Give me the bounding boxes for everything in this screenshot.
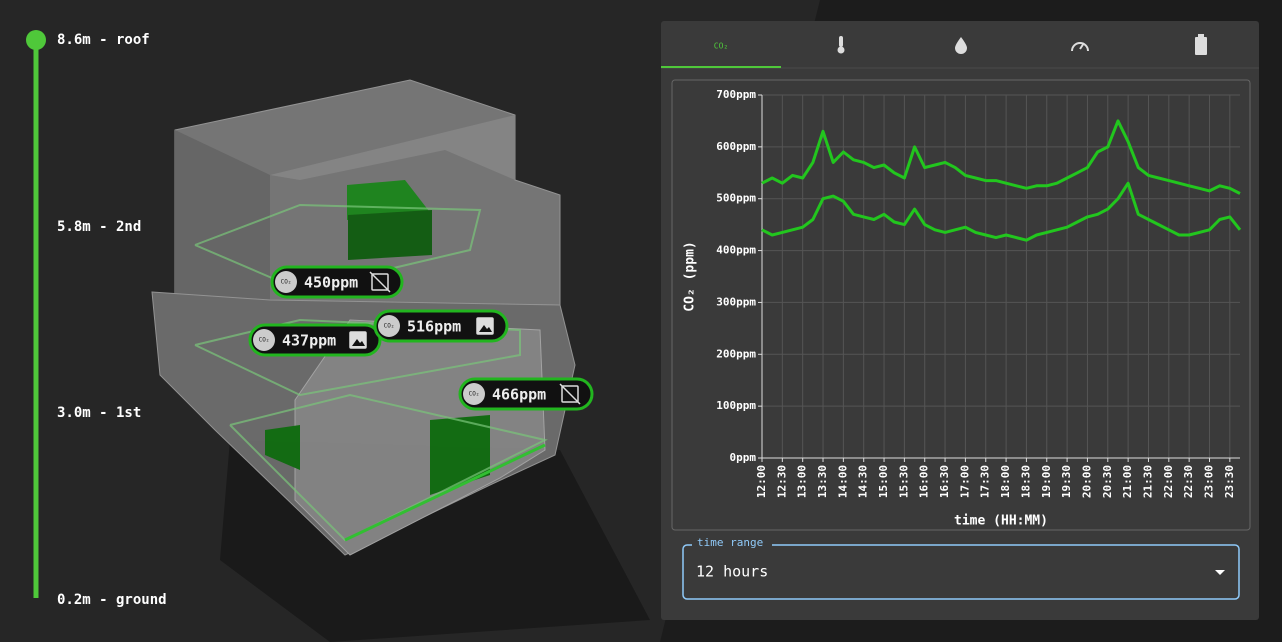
x-tick-label: 20:00 [1080,465,1093,498]
x-tick-label: 15:00 [877,465,890,498]
x-axis-label: time (HH:MM) [954,514,1048,529]
image-icon-cross [369,271,391,293]
image-icon [371,273,389,291]
y-tick-label: 100ppm [716,399,756,412]
green-panel [347,180,432,220]
image-icon-mountain [479,325,492,332]
pill-icon-text: CO₂ [281,279,292,286]
sensor-pill[interactable]: CO₂ 450ppm [270,265,404,299]
pill-body [270,265,404,299]
x-tick-label: 21:00 [1121,465,1134,498]
pill-body [373,309,509,343]
x-tick-label: 22:30 [1182,465,1195,498]
floor-outline [229,393,548,542]
x-tick-label: 12:30 [775,465,788,498]
x-tick-label: 18:00 [999,465,1012,498]
level-label[interactable]: 0.2m - ground [57,592,167,608]
pill-icon [463,383,485,405]
x-tick-label: 14:30 [857,465,870,498]
sensor-pills: CO₂ 450ppm CO₂ 437ppm CO₂ 516ppm CO₂ 466ppm [248,265,594,411]
x-tick-label: 17:00 [958,465,971,498]
x-tick-label: 13:30 [816,465,829,498]
x-tick-label: 22:00 [1162,465,1175,498]
pill-icon-text: CO₂ [384,323,395,330]
series-line [761,119,1241,195]
green-panel [348,210,432,260]
pill-body [458,377,594,411]
time-range-legend: time range [697,536,763,549]
level-label[interactable]: 3.0m - 1st [57,405,141,421]
x-tick-label: 16:00 [918,465,931,498]
tab-humidity[interactable] [955,37,967,54]
image-icon-cross [559,383,581,405]
chart-frame [671,79,1251,531]
y-axis-label: CO₂ (ppm) [683,241,698,311]
green-panel [265,425,300,470]
y-tick-label: 700ppm [716,88,756,101]
tab-co2[interactable]: CO₂ [714,42,728,51]
x-tick-label: 16:30 [938,465,951,498]
tab-pressure[interactable] [1071,42,1089,52]
y-tick-label: 400ppm [716,244,756,257]
x-tick-label: 17:30 [979,465,992,498]
pill-icon [253,329,275,351]
sensor-value: 466ppm [492,386,546,404]
pill-icon [378,315,400,337]
y-tick-label: 500ppm [716,192,756,205]
x-tick-label: 12:00 [755,465,768,498]
building-roof [270,115,515,180]
x-tick-label: 14:00 [836,465,849,498]
x-tick-label: 18:30 [1019,465,1032,498]
y-tick-label: 600ppm [716,140,756,153]
sensor-value: 516ppm [407,318,461,336]
tab-battery[interactable] [1195,34,1207,55]
x-tick-label: 21:30 [1141,465,1154,498]
y-tick-label: 0ppm [730,451,757,464]
sensor-value: 450ppm [304,274,358,292]
sensor-pill[interactable]: CO₂ 466ppm [458,377,594,411]
level-label[interactable]: 5.8m - 2nd [57,219,141,235]
pill-body [248,323,382,357]
sensor-value: 437ppm [282,332,336,350]
level-label[interactable]: 8.6m - roof [57,32,150,48]
chart: 0ppm 100ppm 200ppm 300ppm 400ppm 500ppm 600ppm… [683,88,1242,529]
image-icon [561,385,579,403]
x-tick-label: 15:30 [897,465,910,498]
y-tick-label: 300ppm [716,295,756,308]
pill-icon-text: CO₂ [259,337,270,344]
level-slider-handle[interactable] [26,30,46,50]
x-tick-label: 20:30 [1101,465,1114,498]
time-range-value[interactable]: 12 hours [696,563,768,581]
x-tick-label: 19:30 [1060,465,1073,498]
image-icon-mountain [352,339,365,346]
y-tick-label: 200ppm [716,347,756,360]
building-upper-side [175,130,270,300]
legend-gap [692,538,772,550]
dropdown-arrow[interactable] [1215,570,1225,575]
tab-temperature[interactable] [837,36,845,54]
time-range-select[interactable] [682,544,1240,600]
sensor-pill[interactable]: CO₂ 516ppm [373,309,509,343]
x-tick-label: 19:00 [1040,465,1053,498]
x-tick-label: 23:00 [1202,465,1215,498]
floor-edge [344,443,546,542]
x-tick-label: 13:00 [796,465,809,498]
series-line [761,181,1242,242]
sensor-pill[interactable]: CO₂ 437ppm [248,323,382,357]
x-tick-label: 23:30 [1223,465,1236,498]
pill-icon [275,271,297,293]
pill-icon-text: CO₂ [469,391,480,398]
